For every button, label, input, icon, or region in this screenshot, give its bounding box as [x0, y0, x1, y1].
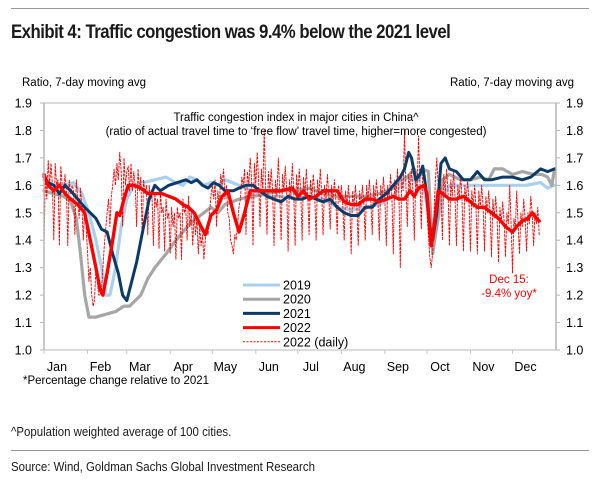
x-tick-label-jun: Jun	[259, 360, 279, 374]
chart-frame	[43, 102, 557, 351]
right-axis-unit-label: Ratio, 7-day moving avg	[449, 77, 574, 89]
source-rule	[11, 450, 589, 451]
left-axis-unit-label: Ratio, 7-day moving avg	[22, 77, 147, 89]
footnote-percentage: *Percentage change relative to 2021	[23, 375, 210, 387]
y-tick-label-right: 1.5	[566, 206, 583, 220]
x-tick-label-nov: Nov	[472, 360, 495, 374]
y-tick-label-right: 1.4	[566, 234, 583, 248]
x-tick-label-mar: Mar	[129, 360, 151, 374]
y-tick-label-right: 1.6	[566, 179, 583, 193]
annotation-line1: Dec 15:	[489, 274, 529, 286]
series-line-2022	[42, 172, 541, 297]
chart-subtitle: (ratio of actual travel time to ‘free fl…	[106, 126, 487, 138]
y-tick-label-left: 1.0	[15, 344, 32, 358]
x-tick-label-apr: Apr	[174, 360, 193, 374]
annotation-line2: -9.4% yoy*	[481, 288, 537, 300]
legend-label-2022: 2022	[283, 321, 311, 335]
footnote-population: ^Population weighted average of 100 citi…	[11, 424, 232, 439]
y-tick-label-left: 1.9	[15, 97, 32, 111]
y-tick-label-left: 1.4	[15, 234, 32, 248]
x-tick-label-may: May	[214, 360, 238, 374]
legend-label-2019: 2019	[283, 279, 311, 293]
x-tick-label-feb: Feb	[90, 360, 112, 374]
y-tick-label-left: 1.8	[15, 124, 32, 138]
y-tick-label-left: 1.7	[15, 151, 32, 165]
y-tick-label-right: 1.0	[566, 344, 583, 358]
y-tick-label-right: 1.9	[566, 97, 583, 111]
top-rule	[11, 8, 589, 9]
y-axis-right: 1.0 1.1 1.2 1.3 1.4 1.5 1.6 1.7 1.8 1.9	[556, 97, 583, 358]
y-tick-label-right: 1.1	[566, 316, 583, 330]
y-tick-label-left: 1.5	[15, 206, 32, 220]
series-layer	[42, 129, 557, 319]
x-tick-label-dec: Dec	[514, 360, 536, 374]
series-line-2021	[42, 150, 557, 303]
y-tick-label-left: 1.2	[15, 289, 32, 303]
y-tick-label-right: 1.7	[566, 151, 583, 165]
exhibit-title: Exhibit 4: Traffic congestion was 9.4% b…	[11, 21, 451, 43]
y-tick-label-right: 1.3	[566, 261, 583, 275]
x-tick-label-sep: Sep	[387, 360, 409, 374]
y-tick-label-left: 1.1	[15, 316, 32, 330]
y-tick-label-right: 1.2	[566, 289, 583, 303]
series-line-2022-daily	[43, 129, 540, 307]
y-tick-label-left: 1.6	[15, 179, 32, 193]
x-tick-label-aug: Aug	[343, 360, 365, 374]
legend-label-2020: 2020	[283, 293, 311, 307]
x-tick-label-jan: Jan	[47, 360, 67, 374]
x-tick-label-jul: Jul	[303, 360, 319, 374]
y-axis-left: 1.0 1.1 1.2 1.3 1.4 1.5 1.6 1.7 1.8 1.9	[15, 97, 44, 358]
congestion-chart: 1.0 1.1 1.2 1.3 1.4 1.5 1.6 1.7 1.8 1.9 1.0 1.1 1.2…	[15, 97, 584, 375]
x-tick-label-oct: Oct	[430, 360, 450, 374]
y-tick-label-right: 1.8	[566, 124, 583, 138]
chart-title: Traffic congestion index in major cities…	[173, 112, 419, 124]
y-tick-label-left: 1.3	[15, 261, 32, 275]
legend-label-2021: 2021	[283, 307, 311, 321]
x-axis: Jan Feb Mar Apr May Jun Jul Aug Sep Oct Nov Dec	[43, 350, 537, 374]
source-line: Source: Wind, Goldman Sachs Global Inves…	[11, 459, 315, 474]
legend-label-2022-daily: 2022 (daily)	[283, 335, 348, 349]
